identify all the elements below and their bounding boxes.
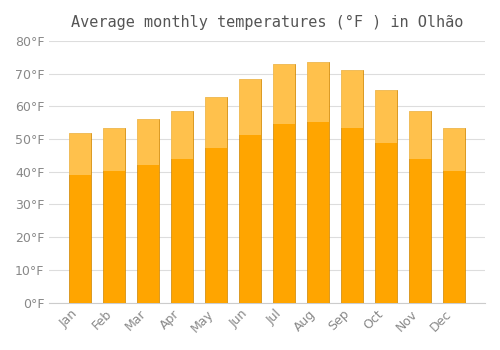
Bar [171,111,193,159]
Bar [171,111,193,303]
Bar [307,62,329,303]
Bar [103,128,126,172]
Bar [103,128,126,303]
Bar [273,64,295,303]
Bar [239,78,261,303]
Bar [137,119,159,303]
Bar [205,97,227,303]
Bar [307,62,329,122]
Bar [69,133,92,175]
Bar [409,111,431,303]
Bar [341,70,363,303]
Bar [375,90,397,143]
Bar [409,111,431,159]
Bar [239,78,261,134]
Bar [443,128,465,303]
Bar [69,133,92,303]
Title: Average monthly temperatures (°F ) in Olhão: Average monthly temperatures (°F ) in Ol… [71,15,464,30]
Bar [205,97,227,148]
Bar [341,70,363,128]
Bar [443,128,465,172]
Bar [137,119,159,165]
Bar [375,90,397,303]
Bar [273,64,295,124]
